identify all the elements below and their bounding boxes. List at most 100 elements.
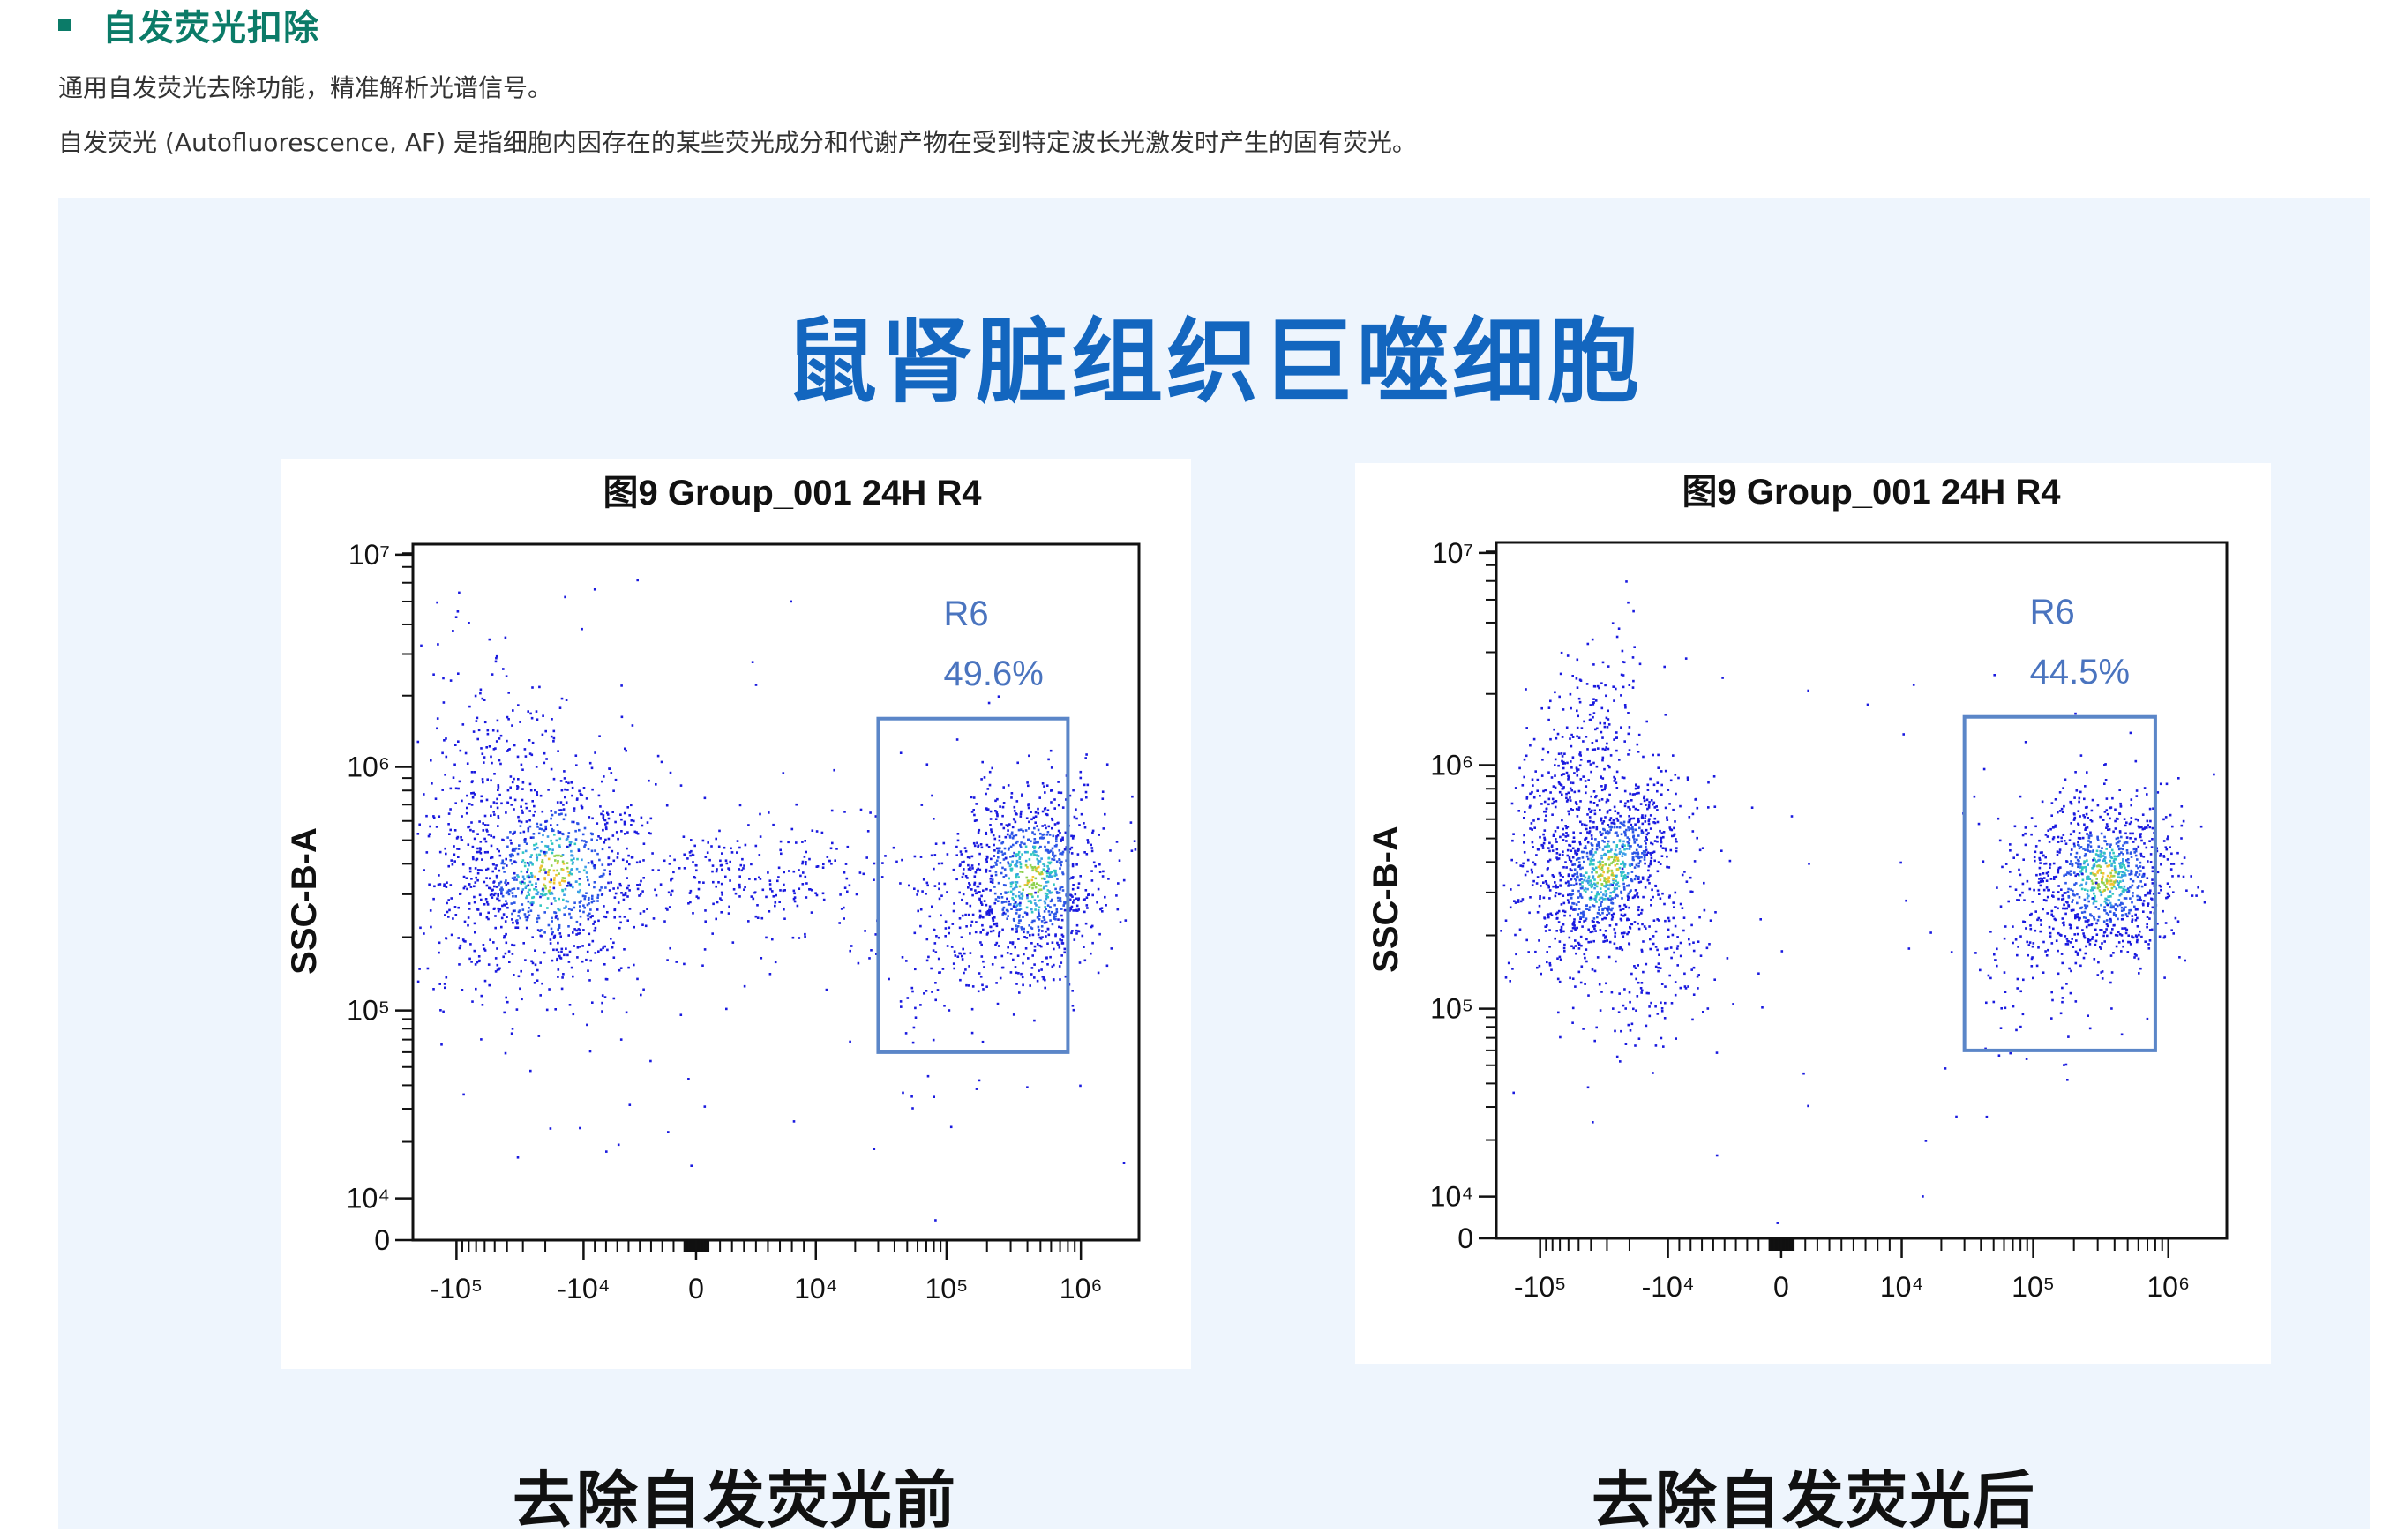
scatter-point: [563, 819, 566, 821]
scatter-point: [558, 898, 560, 901]
scatter-point: [1091, 879, 1094, 882]
scatter-point: [1522, 863, 1525, 865]
scatter-point: [1594, 884, 1597, 886]
scatter-point: [578, 849, 581, 852]
scatter-point: [591, 915, 594, 917]
scatter-point: [1572, 736, 1575, 738]
scatter-point: [1505, 976, 1508, 979]
scatter-point: [707, 851, 709, 854]
scatter-point: [978, 972, 981, 975]
scatter-point: [1582, 856, 1585, 859]
scatter-point: [1061, 942, 1064, 945]
scatter-point: [588, 897, 590, 900]
scatter-point: [587, 915, 589, 917]
scatter-point: [531, 897, 534, 900]
scatter-point: [477, 869, 480, 871]
scatter-point: [1014, 810, 1016, 812]
scatter-point: [1660, 967, 1662, 969]
scatter-point: [1585, 948, 1588, 951]
scatter-point: [646, 908, 648, 910]
scatter-point: [2079, 832, 2081, 834]
scatter-point: [2087, 938, 2090, 941]
scatter-point: [503, 937, 506, 939]
scatter-point: [653, 917, 656, 920]
scatter-point: [554, 811, 557, 814]
scatter-point: [432, 673, 435, 676]
scatter-point: [1638, 928, 1641, 931]
scatter-point: [1665, 770, 1667, 773]
scatter-point: [1559, 981, 1562, 983]
scatter-point: [2122, 844, 2124, 847]
scatter-point: [1660, 839, 1662, 841]
scatter-point: [522, 908, 525, 911]
scatter-point: [1650, 1002, 1652, 1005]
scatter-point: [934, 854, 937, 856]
scatter-point: [1637, 909, 1640, 912]
scatter-point: [707, 841, 709, 844]
scatter-point: [486, 799, 489, 802]
scatter-point: [1051, 827, 1053, 830]
scatter-point: [1636, 839, 1638, 841]
scatter-point: [833, 769, 835, 772]
scatter-point: [617, 887, 619, 890]
scatter-point: [511, 724, 513, 727]
scatter-point: [1579, 800, 1582, 803]
scatter-point: [981, 924, 984, 927]
scatter-point: [1579, 893, 1582, 895]
scatter-point: [569, 951, 572, 953]
scatter-point: [1645, 721, 1648, 723]
scatter-point: [754, 878, 757, 881]
scatter-point: [1585, 780, 1587, 782]
scatter-point: [2184, 856, 2186, 859]
scatter-point: [1559, 1036, 1562, 1039]
scatter-point: [2112, 893, 2115, 895]
scatter-point: [1729, 860, 1732, 863]
scatter-point: [982, 1041, 985, 1043]
scatter-point: [500, 803, 503, 805]
scatter-point: [2112, 852, 2115, 855]
scatter-point: [528, 819, 531, 822]
scatter-point: [933, 1039, 935, 1042]
scatter-point: [1660, 770, 1663, 773]
scatter-point: [490, 756, 492, 759]
scatter-point: [2087, 863, 2089, 866]
scatter-point: [946, 891, 948, 893]
scatter-point: [1582, 1028, 1585, 1030]
scatter-point: [465, 752, 468, 755]
scatter-point: [1601, 822, 1604, 825]
scatter-point: [935, 951, 938, 953]
scatter-point: [1549, 738, 1552, 741]
scatter-point: [521, 811, 524, 814]
scatter-point: [934, 885, 937, 887]
scatter-point: [1072, 789, 1075, 792]
scatter-point: [530, 909, 533, 912]
scatter-point: [1000, 862, 1002, 864]
scatter-point: [564, 596, 566, 599]
scatter-point: [1603, 877, 1606, 879]
scatter-point: [2178, 956, 2181, 959]
scatter-point: [1607, 710, 1609, 713]
scatter-point: [1012, 893, 1015, 896]
scatter-point: [1596, 804, 1599, 807]
scatter-point: [1629, 991, 1631, 994]
scatter-point: [1667, 936, 1670, 938]
scatter-point: [1061, 853, 1064, 856]
scatter-point: [429, 833, 431, 835]
scatter-point: [2166, 848, 2169, 851]
scatter-point: [466, 877, 468, 879]
scatter-point: [497, 964, 499, 967]
scatter-point: [587, 969, 589, 972]
scatter-point: [1041, 825, 1044, 827]
scatter-point: [1046, 784, 1049, 787]
scatter-point: [2026, 941, 2028, 944]
gate-percent-label: 49.6%: [943, 654, 1043, 693]
scatter-point: [1601, 869, 1604, 871]
scatter-point: [527, 892, 529, 894]
scatter-point: [529, 752, 532, 755]
scatter-point: [2166, 783, 2169, 786]
scatter-point: [1648, 1005, 1651, 1008]
scatter-point: [765, 937, 768, 939]
scatter-point: [1525, 755, 1528, 758]
scatter-point: [1548, 946, 1551, 948]
